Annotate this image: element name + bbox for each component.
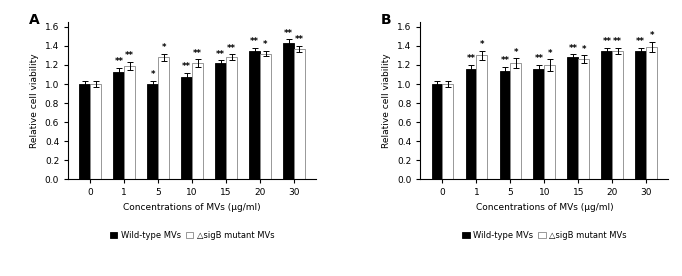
Text: **: ** xyxy=(568,44,578,53)
Bar xyxy=(544,65,555,179)
Bar xyxy=(80,84,90,179)
Text: *: * xyxy=(162,43,166,52)
Bar xyxy=(158,57,169,179)
Bar xyxy=(647,47,657,179)
Bar xyxy=(432,84,443,179)
Bar xyxy=(567,57,578,179)
Text: A: A xyxy=(29,13,40,27)
Legend: Wild-type MVs, △sigB mutant MVs: Wild-type MVs, △sigB mutant MVs xyxy=(110,231,274,240)
Bar xyxy=(216,63,226,179)
Text: **: ** xyxy=(193,49,202,58)
Bar xyxy=(510,63,521,179)
Bar xyxy=(124,66,135,179)
Text: **: ** xyxy=(182,62,191,71)
Y-axis label: Relative cell viability: Relative cell viability xyxy=(383,54,391,148)
Text: **: ** xyxy=(115,57,123,66)
Bar xyxy=(612,51,623,179)
Text: *: * xyxy=(151,70,155,79)
Text: **: ** xyxy=(250,37,259,46)
Text: **: ** xyxy=(284,28,293,38)
Bar xyxy=(477,55,488,179)
Text: *: * xyxy=(479,40,484,49)
Text: B: B xyxy=(381,13,391,27)
Text: **: ** xyxy=(636,37,645,46)
Bar xyxy=(226,57,237,179)
Bar xyxy=(602,51,612,179)
Text: *: * xyxy=(263,40,268,49)
Bar xyxy=(499,71,510,179)
Bar xyxy=(192,63,203,179)
Bar xyxy=(90,84,101,179)
Bar xyxy=(260,54,271,179)
Text: *: * xyxy=(548,49,552,58)
Bar xyxy=(533,69,544,179)
Text: **: ** xyxy=(466,54,475,63)
Bar xyxy=(443,84,454,179)
Bar xyxy=(294,49,305,179)
Bar xyxy=(249,51,260,179)
Bar xyxy=(147,84,158,179)
Text: **: ** xyxy=(295,35,304,44)
Bar xyxy=(636,51,647,179)
X-axis label: Concentrations of MVs (μg/ml): Concentrations of MVs (μg/ml) xyxy=(475,203,613,212)
Text: **: ** xyxy=(501,56,509,65)
X-axis label: Concentrations of MVs (μg/ml): Concentrations of MVs (μg/ml) xyxy=(123,203,261,212)
Text: **: ** xyxy=(613,37,622,46)
Text: **: ** xyxy=(216,49,225,59)
Text: *: * xyxy=(514,47,518,57)
Bar xyxy=(466,69,477,179)
Text: **: ** xyxy=(602,37,611,46)
Text: **: ** xyxy=(535,54,544,63)
Bar xyxy=(181,77,192,179)
Bar xyxy=(578,59,589,179)
Y-axis label: Relative cell viability: Relative cell viability xyxy=(30,54,40,148)
Text: **: ** xyxy=(227,44,236,53)
Bar xyxy=(283,43,294,179)
Text: *: * xyxy=(582,45,586,54)
Legend: Wild-type MVs, △sigB mutant MVs: Wild-type MVs, △sigB mutant MVs xyxy=(462,231,627,240)
Text: **: ** xyxy=(125,51,134,60)
Bar xyxy=(113,72,124,179)
Text: *: * xyxy=(649,31,654,40)
